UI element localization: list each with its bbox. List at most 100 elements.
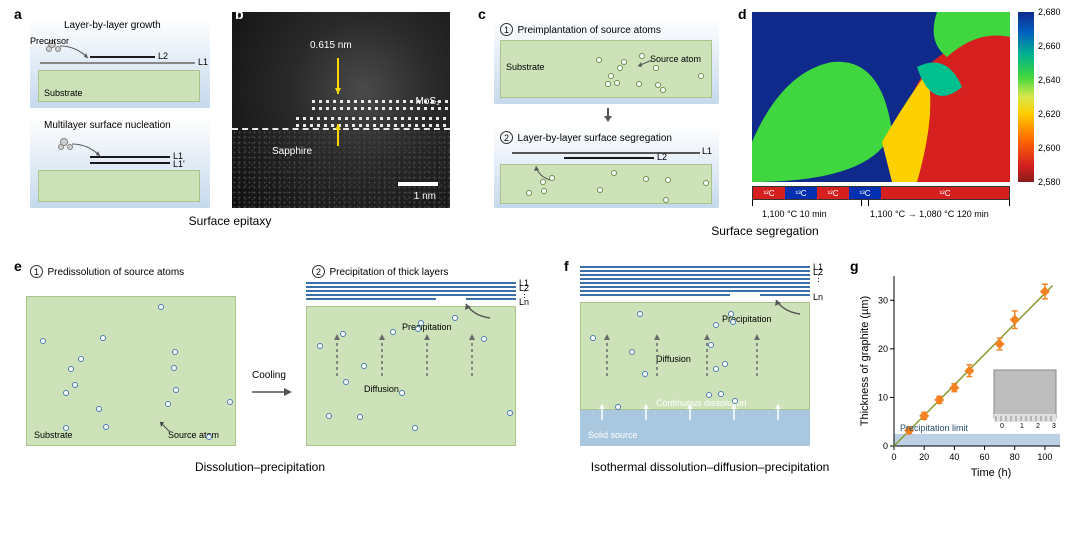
atom-dot xyxy=(621,59,627,65)
atom-dot xyxy=(361,363,367,369)
cooling-arrow-icon xyxy=(252,386,294,398)
atom-dot xyxy=(206,434,212,440)
dissolution-arrow-icon xyxy=(772,402,784,422)
e-step2-row: 2 Precipitation of thick layers xyxy=(312,262,448,280)
mos2-row4 xyxy=(296,124,450,127)
svg-text:0: 0 xyxy=(891,452,896,462)
circled-2-icon: 2 xyxy=(500,131,513,144)
dissolution-arrow-icon xyxy=(596,402,608,422)
colorbar-tick-label: 2,620 xyxy=(1038,109,1061,119)
layer-l1 xyxy=(40,62,195,64)
layer-l1-b xyxy=(90,156,170,158)
colorbar-tick-label: 2,600 xyxy=(1038,143,1061,153)
step1-row: 1 Preimplantation of source atoms xyxy=(500,20,661,38)
circled-1-icon: 1 xyxy=(500,23,513,36)
panel-a-label: a xyxy=(14,6,22,22)
atom-dot xyxy=(526,190,532,196)
diffusion-arrow-icon xyxy=(330,330,344,378)
e-source-arrow-icon xyxy=(156,418,172,434)
svg-text:Time (h): Time (h) xyxy=(971,467,1012,479)
layer-l2 xyxy=(90,56,155,58)
e-step1-row: 1 Predissolution of source atoms xyxy=(30,262,184,280)
atom-dot xyxy=(730,319,736,325)
diffusion-arrow-icon xyxy=(465,330,479,378)
layer-l1p xyxy=(90,162,170,164)
diffusion-arrow-icon xyxy=(750,330,764,378)
svg-text:1: 1 xyxy=(1020,423,1024,430)
timebar-bracket-left xyxy=(752,200,862,206)
diffusion-arrow-icon xyxy=(600,330,614,378)
tem-image: 0.615 nm MoS₂ Sapphire 1 nm xyxy=(232,12,450,208)
svg-text:40: 40 xyxy=(949,452,959,462)
substrate-a-bot xyxy=(38,170,200,202)
raman-map xyxy=(752,12,1010,182)
svg-text:20: 20 xyxy=(919,452,929,462)
atom-dot xyxy=(614,80,620,86)
atom-dot xyxy=(390,329,396,335)
e-diff-label: Diffusion xyxy=(364,384,399,394)
spacing-arrows-icon-2 xyxy=(328,120,348,150)
label-l1: L1 xyxy=(198,57,208,67)
atom-dot xyxy=(317,343,323,349)
panel-c-label: c xyxy=(478,6,486,22)
atom-dot xyxy=(698,73,704,79)
svg-text:0: 0 xyxy=(1000,423,1004,430)
colorbar-tick-label: 2,640 xyxy=(1038,75,1061,85)
panel-a-top-title: Layer-by-layer growth xyxy=(64,20,161,31)
panel-c-top: 1 Preimplantation of source atoms Substr… xyxy=(494,18,719,104)
iso-1: ¹²C xyxy=(753,187,785,199)
c-l1-label: L1 xyxy=(702,146,712,156)
circled-1e-icon: 1 xyxy=(30,265,43,278)
graphite-chart: 0204060801000102030Time (h)Thickness of … xyxy=(856,270,1068,480)
spacing-label: 0.615 nm xyxy=(310,40,352,51)
caption-e: Dissolution–precipitation xyxy=(130,460,390,474)
atom-dot xyxy=(412,425,418,431)
spacing-arrows-icon xyxy=(328,56,348,116)
f-ln: Ln xyxy=(813,292,823,302)
panel-a-bot-box: Multilayer surface nucleation L1 L1' xyxy=(30,118,210,208)
svg-text:100: 100 xyxy=(1037,452,1052,462)
svg-text:Precipitation limit: Precipitation limit xyxy=(900,423,969,433)
atom-dot xyxy=(40,338,46,344)
atom-dot xyxy=(227,399,233,405)
cooling-label: Cooling xyxy=(252,370,286,381)
substrate-c-label: Substrate xyxy=(506,62,545,72)
svg-text:60: 60 xyxy=(980,452,990,462)
atom-dot xyxy=(639,53,645,59)
diffusion-arrow-icon xyxy=(700,330,714,378)
step1-text: Preimplantation of source atoms xyxy=(517,25,660,36)
atom-dot xyxy=(660,87,666,93)
circled-2e-icon: 2 xyxy=(312,265,325,278)
substrate-f xyxy=(580,302,810,410)
panel-b-label: b xyxy=(235,6,244,22)
e-ln: Ln xyxy=(519,297,529,307)
iso-2: ¹³C xyxy=(785,187,817,199)
c-l2 xyxy=(564,157,654,159)
down-arrow-icon xyxy=(598,108,618,124)
atom-dot xyxy=(642,371,648,377)
panel-c-bot: 2 Layer-by-layer surface segregation L1 … xyxy=(494,126,719,208)
atom-dot xyxy=(590,335,596,341)
atom-dot xyxy=(96,406,102,412)
label-l2: L2 xyxy=(158,51,168,61)
precipitation-arrow-icon xyxy=(460,300,494,322)
svg-text:2: 2 xyxy=(1036,423,1040,430)
c-l1 xyxy=(512,152,700,154)
svg-text:10: 10 xyxy=(878,392,888,402)
panel-d-label: d xyxy=(738,6,747,22)
svg-text:80: 80 xyxy=(1010,452,1020,462)
timebar-left-label: 1,100 °C 10 min xyxy=(762,209,827,219)
dissolution-arrow-icon xyxy=(728,402,740,422)
atom-dot xyxy=(703,180,709,186)
svg-text:20: 20 xyxy=(878,344,888,354)
e-substrate-label: Substrate xyxy=(34,430,73,440)
sapphire-label: Sapphire xyxy=(272,146,312,157)
svg-text:3: 3 xyxy=(1052,423,1056,430)
atom-dot xyxy=(713,322,719,328)
f-ldots: ⋮ xyxy=(814,273,823,284)
atom-dot xyxy=(165,401,171,407)
e-step2: Precipitation of thick layers xyxy=(329,267,448,278)
step2-text: Layer-by-layer surface segregation xyxy=(517,133,672,144)
step2-row: 2 Layer-by-layer surface segregation xyxy=(500,128,672,146)
colorbar-tick-label: 2,680 xyxy=(1038,7,1061,17)
